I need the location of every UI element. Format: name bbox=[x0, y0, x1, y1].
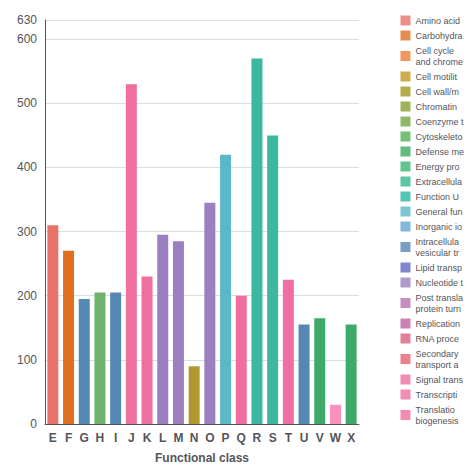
svg-text:R: R bbox=[253, 431, 262, 445]
svg-text:protein turn: protein turn bbox=[415, 304, 461, 314]
svg-text:E: E bbox=[49, 431, 57, 445]
svg-text:0: 0 bbox=[30, 417, 37, 431]
svg-text:vesicular tr: vesicular tr bbox=[415, 248, 459, 258]
svg-text:N: N bbox=[190, 431, 199, 445]
svg-text:Intracellula: Intracellula bbox=[415, 237, 459, 247]
svg-text:T: T bbox=[285, 431, 293, 445]
svg-text:M: M bbox=[173, 431, 183, 445]
svg-text:Secondary: Secondary bbox=[415, 349, 461, 359]
svg-text:Coenzyme t: Coenzyme t bbox=[415, 117, 464, 127]
svg-text:Cell wall/m: Cell wall/m bbox=[415, 87, 459, 97]
svg-text:Cell motilit: Cell motilit bbox=[415, 72, 457, 82]
svg-text:Signal trans: Signal trans bbox=[415, 375, 463, 385]
svg-text:Function U: Function U bbox=[415, 192, 459, 202]
svg-text:Defense me: Defense me bbox=[415, 147, 464, 157]
svg-text:H: H bbox=[96, 431, 105, 445]
svg-text:I: I bbox=[114, 431, 117, 445]
svg-text:Functional class: Functional class bbox=[155, 451, 249, 465]
svg-text:Energy pro: Energy pro bbox=[415, 162, 459, 172]
svg-text:L: L bbox=[159, 431, 166, 445]
svg-text:Carbohydra: Carbohydra bbox=[415, 31, 462, 41]
svg-text:K: K bbox=[143, 431, 152, 445]
svg-text:Cell cycle: Cell cycle bbox=[415, 46, 456, 56]
svg-text:Cytoskeleto: Cytoskeleto bbox=[415, 132, 462, 142]
svg-text:Chromatin: Chromatin bbox=[415, 102, 457, 112]
svg-text:Transcripti: Transcripti bbox=[415, 390, 457, 400]
svg-text:Post transla: Post transla bbox=[415, 293, 463, 303]
svg-text:P: P bbox=[222, 431, 230, 445]
svg-text:Translatio: Translatio bbox=[415, 405, 454, 415]
svg-text:Lipid transp: Lipid transp bbox=[415, 263, 462, 273]
svg-text:300: 300 bbox=[17, 225, 37, 239]
svg-text:G: G bbox=[80, 431, 89, 445]
svg-text:transport a: transport a bbox=[415, 360, 458, 370]
svg-text:and chrome: and chrome bbox=[415, 57, 463, 67]
svg-text:O: O bbox=[205, 431, 214, 445]
svg-text:500: 500 bbox=[17, 96, 37, 110]
svg-text:V: V bbox=[316, 431, 324, 445]
svg-text:U: U bbox=[300, 431, 309, 445]
svg-text:Q: Q bbox=[237, 431, 246, 445]
svg-text:630: 630 bbox=[17, 13, 37, 27]
svg-text:J: J bbox=[128, 431, 135, 445]
svg-text:600: 600 bbox=[17, 32, 37, 46]
svg-text:RNA proce: RNA proce bbox=[415, 334, 459, 344]
svg-text:Inorganic io: Inorganic io bbox=[415, 222, 462, 232]
svg-text:F: F bbox=[65, 431, 72, 445]
svg-text:S: S bbox=[269, 431, 277, 445]
svg-text:Nucleotide t: Nucleotide t bbox=[415, 278, 463, 288]
svg-text:X: X bbox=[347, 431, 355, 445]
svg-text:200: 200 bbox=[17, 289, 37, 303]
svg-text:Amino acid: Amino acid bbox=[415, 16, 460, 26]
svg-text:100: 100 bbox=[17, 353, 37, 367]
svg-text:biogenesis: biogenesis bbox=[415, 416, 459, 426]
svg-text:W: W bbox=[330, 431, 342, 445]
svg-text:Extracellula: Extracellula bbox=[415, 177, 462, 187]
svg-text:Replication: Replication bbox=[415, 319, 460, 329]
svg-text:General fun: General fun bbox=[415, 207, 462, 217]
svg-text:400: 400 bbox=[17, 160, 37, 174]
